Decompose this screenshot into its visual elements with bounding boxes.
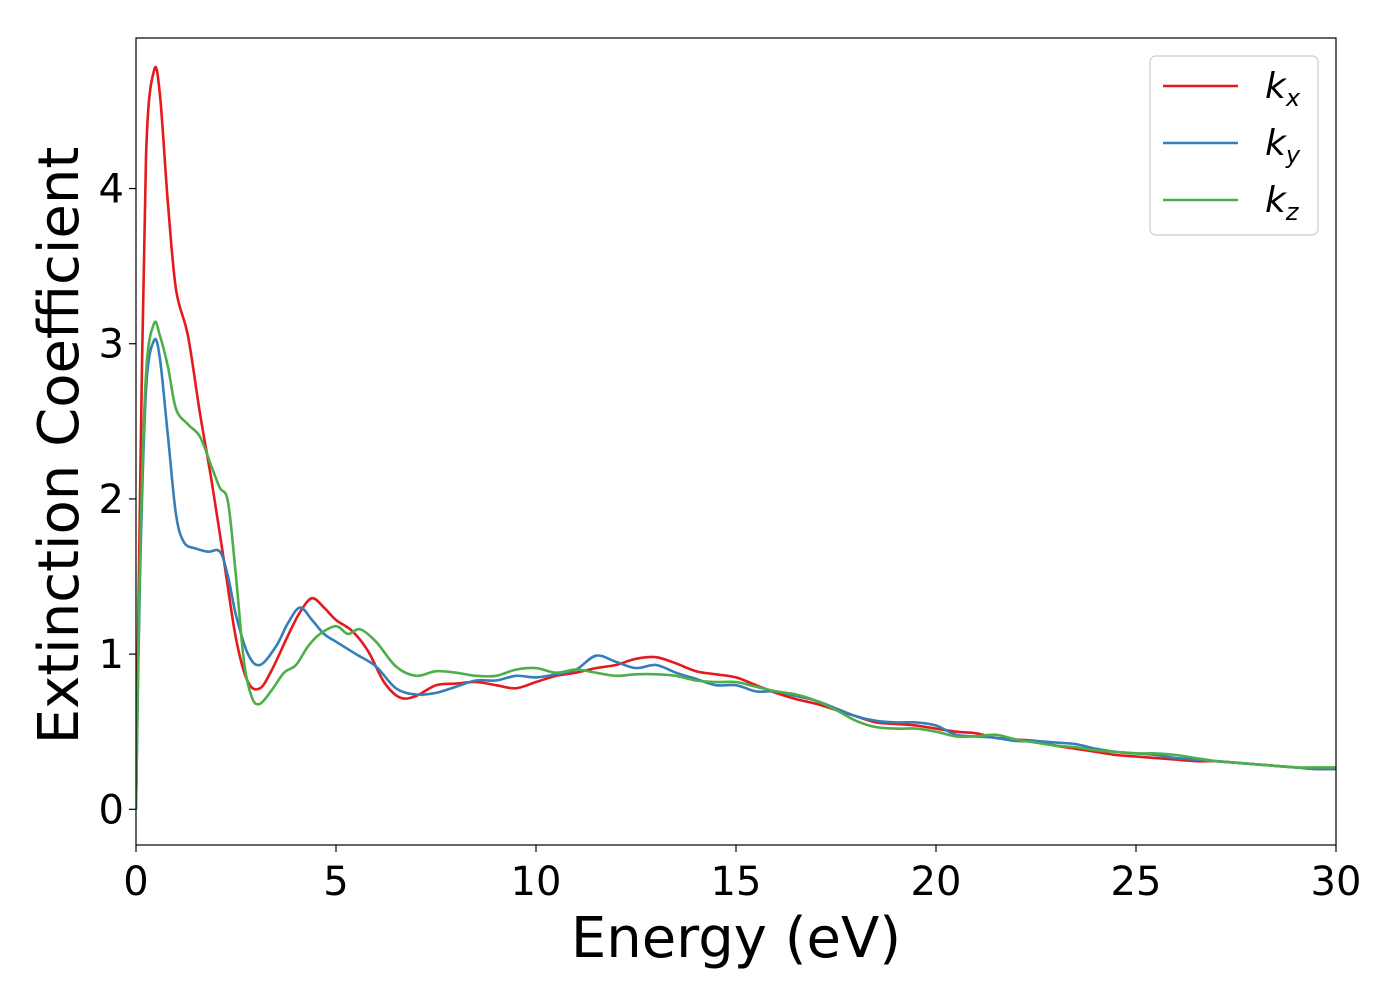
- x-tick-label: 20: [911, 859, 962, 905]
- x-tick-label: 25: [1111, 859, 1162, 905]
- x-tick-label: 0: [123, 859, 148, 905]
- legend-label-kx: kx: [1265, 66, 1301, 112]
- x-tick-label: 15: [711, 859, 762, 905]
- legend-label-subscript: y: [1285, 141, 1301, 169]
- legend-label-main: k: [1265, 66, 1288, 107]
- y-tick-label: 2: [99, 477, 124, 523]
- plot-lines: [136, 65, 1336, 810]
- legend-label-ky: ky: [1265, 123, 1301, 169]
- y-tick-label: 1: [99, 632, 124, 678]
- x-axis-title: Energy (eV): [571, 906, 901, 971]
- y-axis: 0 1 2 3 4: [99, 167, 136, 833]
- y-tick-label: 4: [99, 167, 124, 213]
- legend-label-subscript: z: [1285, 198, 1300, 226]
- legend-label-main: k: [1265, 180, 1288, 221]
- legend-label-main: k: [1265, 123, 1288, 164]
- y-axis-title: Extinction Coefficient: [27, 147, 92, 745]
- legend-box: [1149, 55, 1319, 236]
- x-tick-label: 5: [323, 859, 348, 905]
- series-line-ky: [136, 337, 1336, 810]
- y-tick-label: 0: [99, 787, 124, 833]
- y-tick-label: 3: [99, 322, 124, 368]
- x-axis: 0 5 10 15 20 25 30: [123, 845, 1361, 905]
- legend-label-kz: kz: [1265, 180, 1300, 226]
- x-tick-label: 30: [1311, 859, 1362, 905]
- legend-label-subscript: x: [1285, 84, 1301, 112]
- x-tick-label: 10: [511, 859, 562, 905]
- series-line-kz: [136, 320, 1336, 810]
- series-line-kx: [136, 65, 1336, 810]
